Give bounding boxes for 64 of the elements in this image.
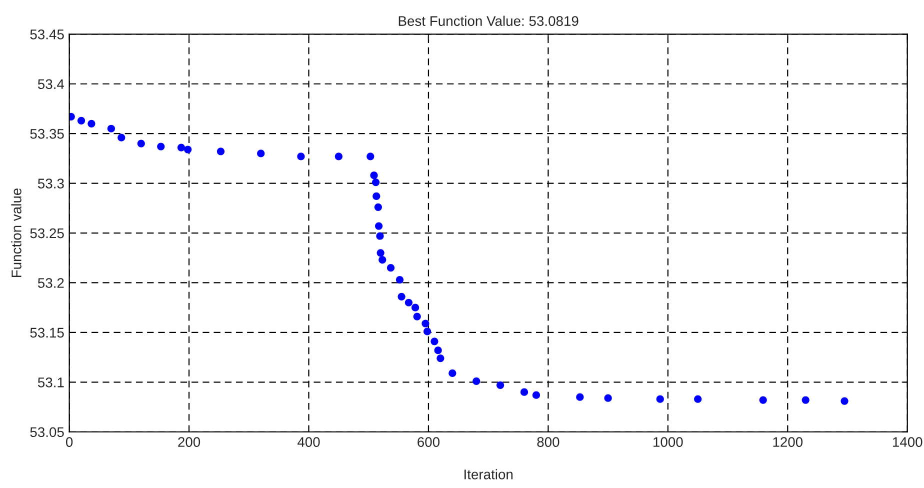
point <box>386 264 395 272</box>
y-tick-label: 53.3 <box>38 178 64 188</box>
y-tick-label: 53.4 <box>38 79 64 90</box>
point <box>759 396 767 404</box>
point <box>840 397 848 405</box>
point <box>370 172 378 180</box>
x-tick-label: 1000 <box>654 437 683 447</box>
point <box>184 146 192 154</box>
point <box>422 320 430 328</box>
y-tick-label: 53.05 <box>30 427 64 438</box>
point <box>656 395 664 403</box>
point <box>374 222 383 230</box>
point <box>378 256 386 264</box>
point <box>77 116 86 124</box>
y-tick-label: 53.25 <box>30 228 64 238</box>
point <box>604 394 612 402</box>
point <box>532 391 540 399</box>
point <box>157 142 165 150</box>
point <box>404 298 413 306</box>
point <box>374 203 382 211</box>
point <box>372 178 380 186</box>
point <box>694 395 702 403</box>
chart-title: Best Function Value: 53.0819 <box>398 16 578 26</box>
x-tick-label: 1400 <box>892 437 922 447</box>
x-tick-label: 400 <box>297 437 320 447</box>
point <box>436 354 444 362</box>
point <box>376 232 384 240</box>
point <box>88 120 96 128</box>
point <box>472 377 480 385</box>
point <box>107 124 116 132</box>
point <box>448 369 456 378</box>
y-tick-label: 53.1 <box>38 378 64 388</box>
point <box>412 304 420 312</box>
point <box>802 396 810 404</box>
point <box>216 148 225 156</box>
x-axis-title: Iteration <box>464 469 513 480</box>
y-tick-label: 53.2 <box>38 278 64 288</box>
point <box>372 192 380 200</box>
point <box>434 346 442 354</box>
y-tick-label: 53.15 <box>30 328 64 338</box>
point <box>376 249 384 257</box>
point <box>334 152 342 160</box>
y-axis-title: Function value <box>11 188 22 278</box>
point <box>430 338 438 346</box>
x-tick-label: 600 <box>418 437 440 447</box>
point <box>366 152 374 160</box>
point <box>118 134 126 142</box>
x-tick-label: 800 <box>537 437 560 447</box>
point <box>413 312 421 320</box>
point <box>423 328 432 336</box>
y-tick-label: 53.35 <box>30 128 64 139</box>
point <box>257 150 265 158</box>
x-tick-label: 1200 <box>773 437 803 447</box>
x-tick-label: 0 <box>66 437 73 447</box>
point <box>177 144 186 152</box>
point <box>137 140 145 148</box>
x-tick-label: 200 <box>178 437 200 447</box>
point <box>297 152 305 160</box>
point <box>520 388 528 396</box>
point <box>398 292 406 300</box>
point <box>396 276 404 284</box>
point <box>496 381 504 389</box>
point <box>576 393 584 401</box>
y-tick-label: 53.45 <box>30 29 64 40</box>
